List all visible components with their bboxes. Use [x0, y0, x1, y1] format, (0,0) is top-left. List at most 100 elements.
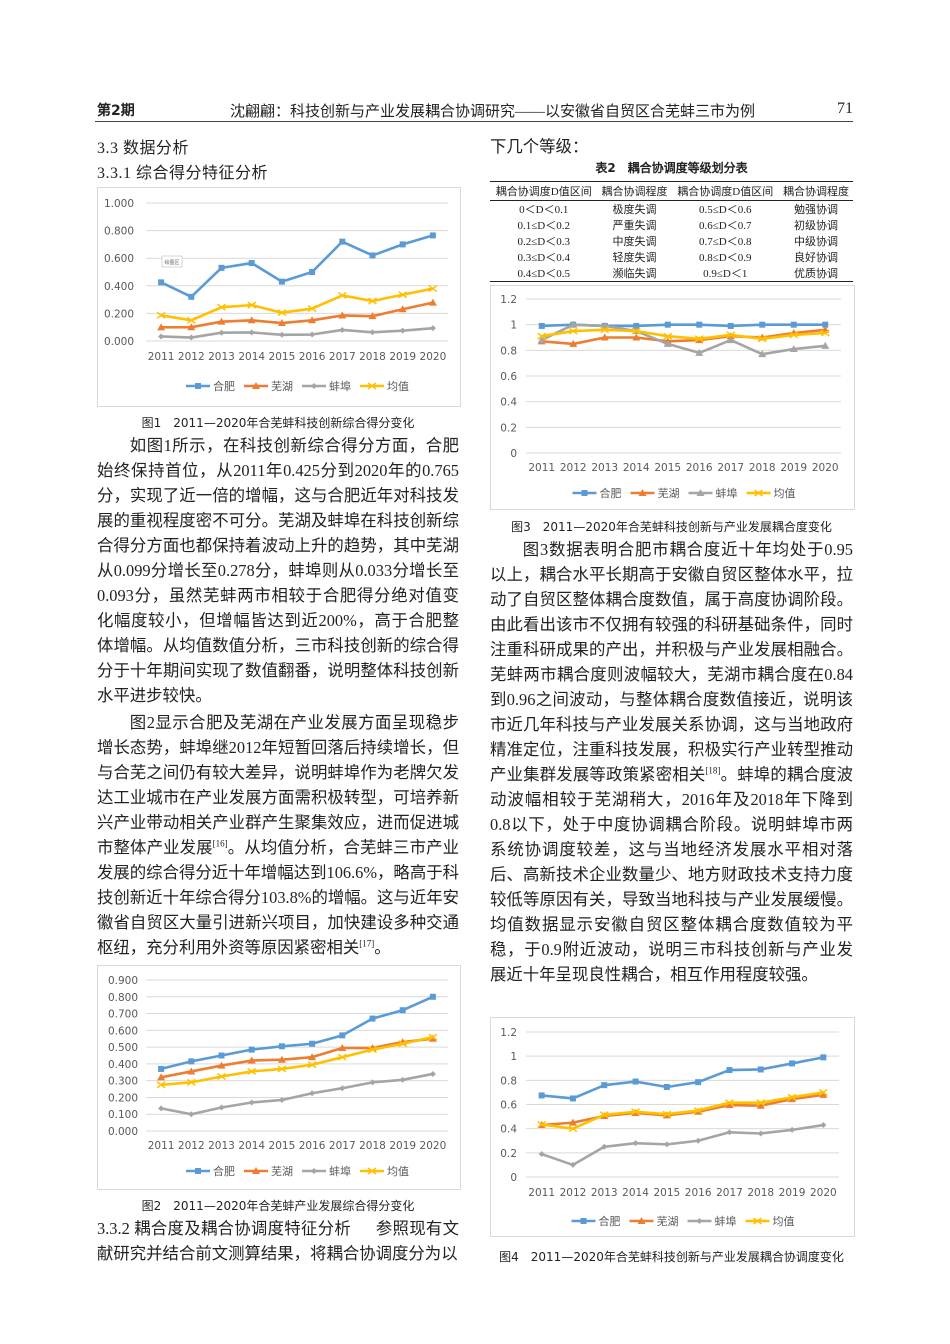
data-point-triangle — [247, 1056, 256, 1064]
data-point-x — [820, 329, 830, 337]
table-cell: 优质协调 — [779, 265, 853, 282]
data-point-triangle — [217, 1061, 226, 1069]
citation-17[interactable]: [17] — [359, 938, 375, 949]
figure-1-caption: 图1 2011—2020年合芜蚌科技创新综合得分变化 — [141, 416, 415, 430]
legend-item: 蚌埠 — [688, 486, 738, 500]
table-2-title: 表2 耦合协调度等级划分表 — [595, 161, 748, 175]
x-tick-label: 2012 — [560, 1187, 587, 1199]
series-均值 — [537, 326, 830, 343]
data-point-diamond — [569, 1161, 576, 1168]
table-cell: 0.6≤D＜0.7 — [699, 220, 752, 232]
series-line — [160, 287, 434, 322]
legend-label: 均值 — [774, 487, 796, 500]
data-point-triangle — [568, 1118, 577, 1126]
x-tick-label: 2017 — [329, 351, 356, 363]
data-point-diamond — [278, 1096, 285, 1103]
data-point-square — [790, 321, 797, 328]
data-point-square — [399, 241, 406, 248]
data-point-square — [601, 1082, 608, 1089]
x-tick-label: 2014 — [238, 351, 265, 363]
paragraph-4-text-a: 图3数据表明合肥市耦合度近十年均处于0.95以上，耦合水平长期高于安徽自贸区整体… — [490, 540, 853, 784]
data-point-x — [631, 327, 641, 335]
table-cell: 勉强协调 — [794, 204, 838, 216]
x-tick-label: 2018 — [749, 462, 776, 474]
x-tick-label: 2019 — [779, 1187, 806, 1199]
legend-label: 蚌埠 — [715, 1214, 737, 1228]
data-point-triangle — [157, 323, 166, 331]
data-point-square — [663, 1083, 670, 1090]
series-line — [161, 326, 434, 339]
legend-item: 芜湖 — [244, 1164, 293, 1178]
data-point-square — [188, 1058, 195, 1065]
y-tick-label: 0.8 — [500, 1075, 517, 1087]
citation-18[interactable]: [18] — [705, 765, 721, 776]
table-cell: 中度失调 — [612, 236, 657, 248]
legend-label: 芜湖 — [271, 379, 293, 393]
table-2: 耦合协调度D值区间 耦合协调程度 耦合协调度D值区间 耦合协调程度 0＜D＜0.… — [490, 181, 853, 282]
series-line — [160, 234, 434, 299]
data-point-diamond — [820, 1122, 827, 1129]
data-point-triangle — [569, 320, 578, 328]
data-point-diamond — [309, 1090, 316, 1097]
data-point-square — [789, 1060, 796, 1067]
table-cell: 初级协调 — [794, 220, 838, 232]
data-point-triangle — [428, 298, 437, 306]
data-point-x — [337, 1053, 347, 1061]
data-point-square — [632, 1078, 639, 1085]
header-rule — [95, 121, 853, 122]
data-point-x — [631, 1108, 640, 1116]
paragraph-3-continued: 下几个等级： — [490, 137, 589, 156]
data-point-x — [367, 1167, 377, 1175]
data-point-diamond — [695, 1137, 702, 1144]
section-heading-3-3-1: 3.3.1 综合得分特征分析 — [97, 165, 269, 182]
data-point-triangle — [308, 316, 317, 324]
x-tick-label: 2014 — [238, 1140, 265, 1152]
table-header: 耦合协调程度 — [779, 181, 853, 201]
x-tick-label: 2011 — [528, 1187, 555, 1199]
data-point-square — [369, 252, 376, 259]
legend-item: 蚌埠 — [687, 1214, 737, 1228]
data-point-diamond — [601, 1143, 608, 1150]
data-point-x — [753, 1217, 762, 1225]
series-芜湖 — [157, 298, 437, 331]
series-蚌埠 — [158, 1070, 436, 1118]
series-line — [160, 1072, 434, 1116]
left-body-text: 如图1所示，在科技创新综合得分方面，合肥始终保持首位，从2011年0.425分到… — [97, 433, 459, 960]
data-point-square — [429, 993, 436, 1000]
y-tick-label: 0.800 — [108, 992, 138, 1004]
data-point-x — [693, 1106, 703, 1115]
data-point-diamond — [339, 1085, 346, 1092]
data-point-square — [664, 321, 671, 328]
data-point-diamond — [757, 1130, 764, 1137]
legend-label: 均值 — [387, 380, 409, 393]
data-point-diamond — [248, 1099, 255, 1106]
data-point-triangle — [637, 1217, 646, 1224]
data-point-square — [820, 1054, 827, 1061]
series-蚌埠 — [158, 325, 436, 341]
section-heading-3-3: 3.3 数据分析 — [97, 140, 190, 157]
x-tick-label: 2020 — [420, 351, 447, 363]
data-point-square — [188, 293, 195, 300]
data-point-square — [248, 1046, 255, 1053]
y-tick-label: 0.400 — [104, 281, 134, 293]
legend-item: 蚌埠 — [302, 379, 351, 393]
legend-label: 蚌埠 — [329, 379, 351, 393]
x-tick-label: 2017 — [717, 462, 744, 474]
citation-16[interactable]: [16] — [212, 838, 228, 849]
data-point-x — [568, 327, 578, 335]
table-cell: 0＜D＜0.1 — [519, 204, 569, 216]
data-point-x — [599, 1111, 609, 1119]
legend-item: 合肥 — [186, 379, 235, 393]
data-point-triangle — [338, 311, 347, 319]
data-point-diamond — [248, 329, 255, 336]
paragraph-3-text: 参照现有文献研究并结合前文测算结果，将耦合协调度分为以 — [97, 1219, 459, 1263]
y-tick-label: 0.600 — [104, 253, 134, 265]
y-tick-label: 0.4 — [500, 1124, 517, 1136]
x-tick-label: 2011 — [148, 351, 175, 363]
table-cell: 严重失调 — [612, 220, 657, 232]
data-point-x — [662, 1110, 672, 1118]
series-line — [541, 328, 826, 341]
figure-2-svg: 0.000 0.100 0.200 0.300 0.400 0.500 0.600 0.700… — [108, 975, 448, 1178]
data-point-square — [822, 321, 829, 328]
x-tick-label: 2015 — [654, 462, 681, 474]
